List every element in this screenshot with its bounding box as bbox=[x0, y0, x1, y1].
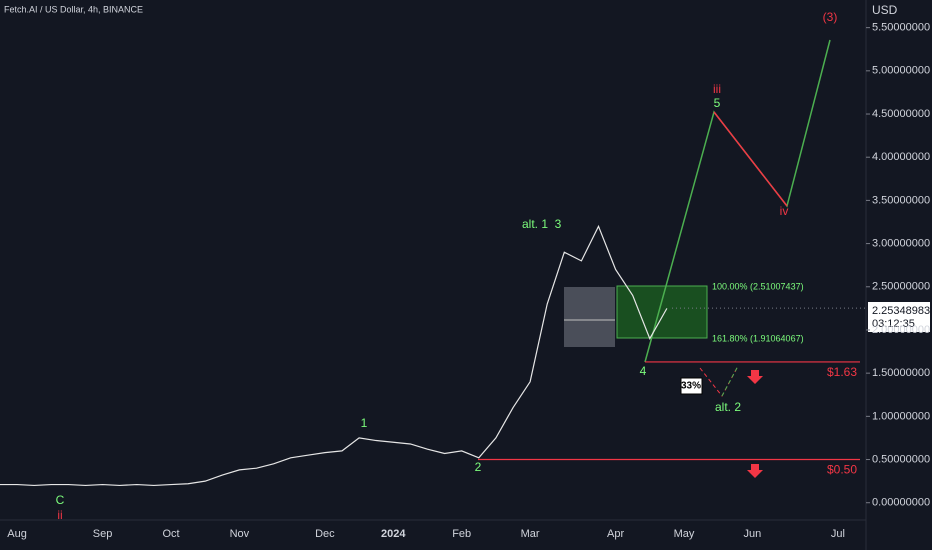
x-tick-label: Dec bbox=[315, 528, 335, 540]
wave-label: iii bbox=[713, 82, 721, 96]
level-label: $1.63 bbox=[827, 365, 857, 379]
percent-box bbox=[680, 377, 703, 395]
chart-title: Fetch.AI / US Dollar, 4h, BINANCE bbox=[4, 4, 143, 14]
percent-label: 33% bbox=[681, 381, 701, 392]
wave-label: 5 bbox=[714, 96, 721, 110]
wave-label: iv bbox=[780, 204, 789, 218]
wave-label: (3) bbox=[823, 10, 838, 24]
x-tick-label: May bbox=[674, 528, 695, 540]
x-tick-label: Nov bbox=[230, 528, 250, 540]
y-tick-label: 2.50000000 bbox=[872, 281, 930, 293]
y-tick-label: 5.00000000 bbox=[872, 65, 930, 77]
price-line bbox=[0, 224, 668, 487]
y-tick-label: 1.00000000 bbox=[872, 410, 930, 422]
wave-label: 3 bbox=[555, 217, 562, 231]
y-tick-label: 0.50000000 bbox=[872, 453, 930, 465]
x-tick-label: 2024 bbox=[381, 528, 406, 540]
fib-label: 100.00% (2.51007437) bbox=[712, 281, 804, 291]
y-tick-label: 1.50000000 bbox=[872, 367, 930, 379]
down-arrow bbox=[747, 370, 763, 384]
last-price: 2.25348983 bbox=[872, 305, 930, 317]
x-tick-label: Sep bbox=[93, 528, 113, 540]
wave-label: ii bbox=[57, 508, 62, 522]
down-arrow bbox=[747, 464, 763, 478]
wave-label: 1 bbox=[361, 416, 368, 430]
wave-label: 2 bbox=[475, 460, 482, 474]
axis-label: USD bbox=[872, 3, 898, 17]
y-tick-label: 3.50000000 bbox=[872, 194, 930, 206]
y-tick-label: 5.50000000 bbox=[872, 22, 930, 34]
wave-label: 4 bbox=[640, 364, 647, 378]
fib-label: 161.80% (1.91064067) bbox=[712, 333, 804, 343]
countdown: 03:12:35 bbox=[872, 318, 915, 330]
level-label: $0.50 bbox=[827, 463, 857, 477]
x-tick-label: Apr bbox=[607, 528, 624, 540]
y-tick-label: 4.00000000 bbox=[872, 151, 930, 163]
y-tick-label: 0.00000000 bbox=[872, 497, 930, 509]
wave-label: alt. 1 bbox=[522, 217, 548, 231]
y-tick-label: 4.50000000 bbox=[872, 108, 930, 120]
x-tick-label: Jun bbox=[744, 528, 762, 540]
alt-projection bbox=[721, 365, 739, 397]
wave-label: alt. 2 bbox=[715, 400, 741, 414]
x-tick-label: Oct bbox=[162, 528, 179, 540]
x-tick-label: Jul bbox=[831, 528, 845, 540]
projection-red bbox=[713, 111, 788, 207]
fib-zone bbox=[616, 285, 708, 339]
wave-label: C bbox=[56, 493, 65, 507]
x-tick-label: Feb bbox=[452, 528, 471, 540]
gray-zone bbox=[564, 287, 615, 347]
y-tick-label: 3.00000000 bbox=[872, 237, 930, 249]
y-tick-label: 2.00000000 bbox=[872, 324, 930, 336]
last-price-box bbox=[868, 302, 930, 332]
x-tick-label: Mar bbox=[521, 528, 540, 540]
x-tick-label: Aug bbox=[7, 528, 27, 540]
